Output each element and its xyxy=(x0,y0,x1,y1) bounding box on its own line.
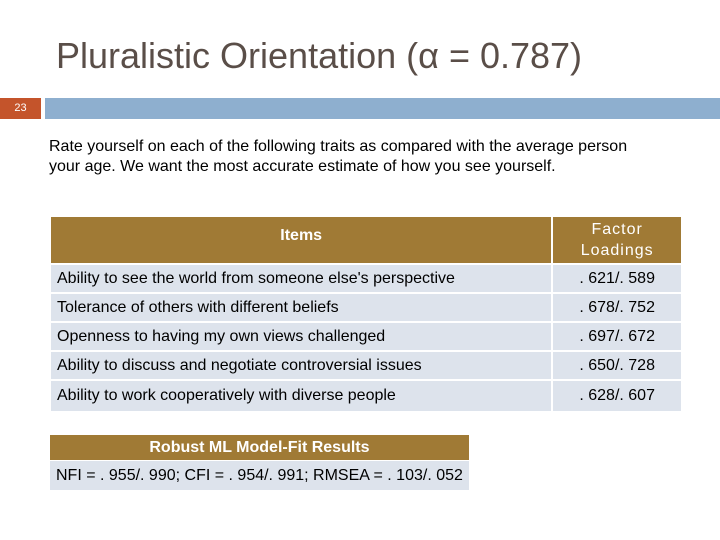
slide-number: 23 xyxy=(0,98,41,119)
model-fit-header: Robust ML Model-Fit Results xyxy=(49,434,470,461)
table-header-row: Items Factor Loadings xyxy=(48,215,683,265)
items-column-header: Items xyxy=(48,215,554,265)
model-fit-table: Robust ML Model-Fit Results NFI = . 955/… xyxy=(49,434,470,491)
loadings-column-header: Factor Loadings xyxy=(551,215,683,265)
instructions-text: Rate yourself on each of the following t… xyxy=(49,138,628,175)
loading-cell: . 697/. 672 xyxy=(551,321,683,352)
table-row: Ability to work cooperatively with diver… xyxy=(48,379,683,413)
loading-cell: . 650/. 728 xyxy=(551,350,683,381)
header-bar xyxy=(45,98,720,119)
table-row: Ability to discuss and negotiate controv… xyxy=(48,350,683,381)
item-cell: Ability to see the world from someone el… xyxy=(48,263,554,294)
table-row: Ability to see the world from someone el… xyxy=(48,263,683,294)
item-cell: Tolerance of others with different belie… xyxy=(48,292,554,323)
model-fit-values: NFI = . 955/. 990; CFI = . 954/. 991; RM… xyxy=(49,460,470,491)
factor-loadings-table: Items Factor Loadings Ability to see the… xyxy=(48,215,683,413)
loading-cell: . 621/. 589 xyxy=(551,263,683,294)
loadings-header-line1: Factor xyxy=(591,221,643,238)
table-row: Tolerance of others with different belie… xyxy=(48,292,683,323)
loading-cell: . 628/. 607 xyxy=(551,379,683,413)
slide-title: Pluralistic Orientation (α = 0.787) xyxy=(56,35,583,76)
loading-cell: . 678/. 752 xyxy=(551,292,683,323)
item-cell: Ability to discuss and negotiate controv… xyxy=(48,350,554,381)
table-row: Openness to having my own views challeng… xyxy=(48,321,683,352)
item-cell: Openness to having my own views challeng… xyxy=(48,321,554,352)
item-cell: Ability to work cooperatively with diver… xyxy=(48,379,554,413)
loadings-header-line2: Loadings xyxy=(580,242,654,259)
